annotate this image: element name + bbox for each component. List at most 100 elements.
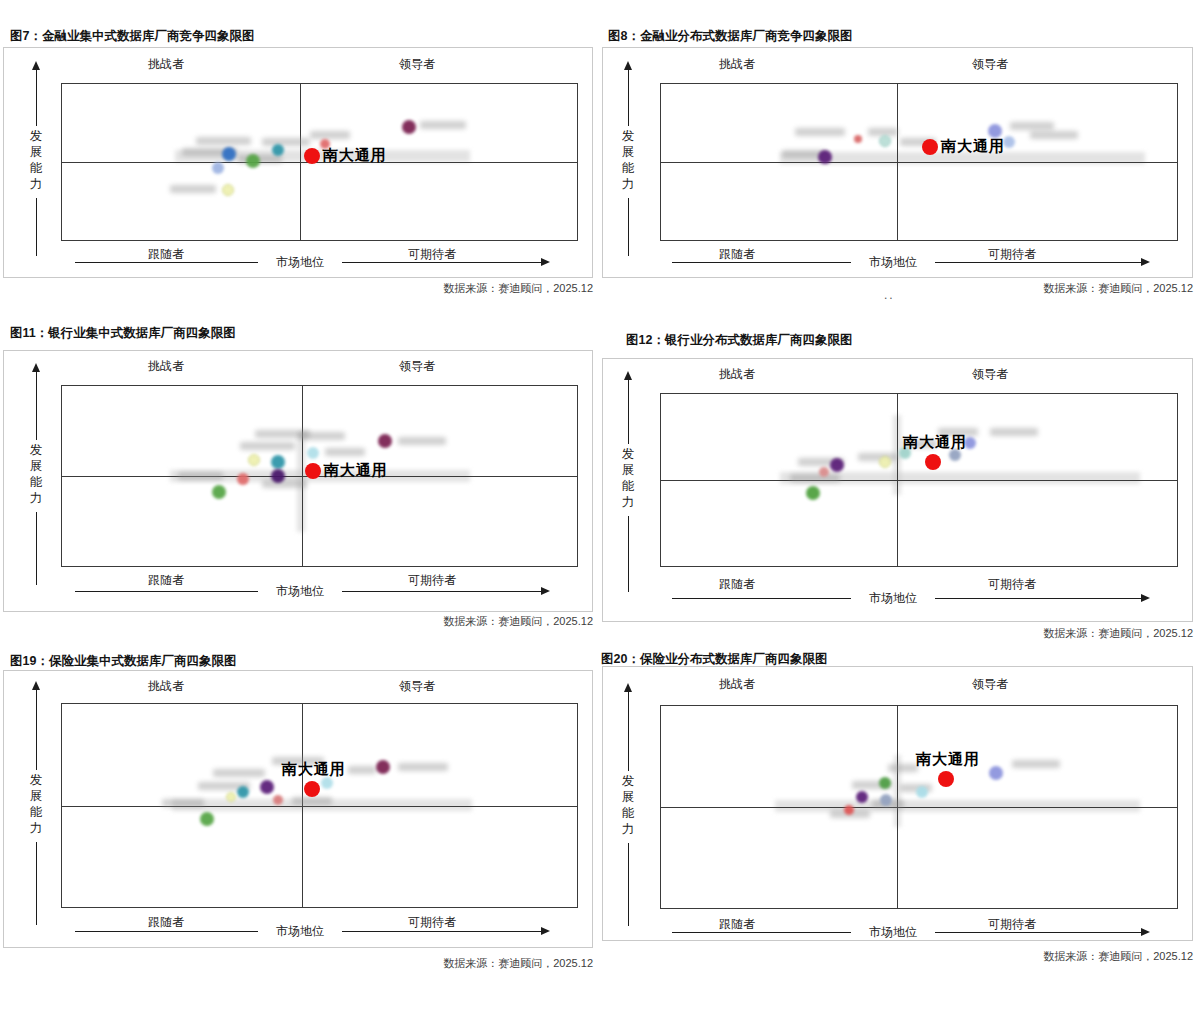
vendor-dot <box>222 184 234 196</box>
x-axis-line <box>75 262 258 263</box>
x-axis-line <box>342 591 541 592</box>
quadrant-label-followers: 跟随者 <box>148 246 184 263</box>
vendor-label-blurred <box>790 474 840 482</box>
quadrant-divider-vertical <box>302 385 303 567</box>
quadrant-label-leaders: 领导者 <box>399 678 435 695</box>
chart-title: 图12：银行业分布式数据库厂商四象限图 <box>626 332 852 349</box>
vendor-label-blurred <box>888 764 918 772</box>
highlight-label: 南大通用 <box>324 461 388 480</box>
vendor-label-blurred <box>240 442 295 450</box>
quadrant-label-challengers: 挑战者 <box>719 56 755 73</box>
highlight-label: 南大通用 <box>916 750 980 769</box>
x-axis-arrow-icon <box>541 927 550 935</box>
y-axis-line <box>36 690 37 770</box>
y-axis-label: 发展能力 <box>28 772 44 836</box>
x-axis-arrow-icon <box>1141 928 1150 936</box>
y-axis-label-char: 发 <box>28 128 44 144</box>
vendor-label-blurred <box>348 766 376 774</box>
vendor-label-blurred <box>196 137 251 145</box>
source-note: 数据来源：赛迪顾问，2025.12 <box>1043 281 1193 296</box>
y-axis-label-char: 力 <box>28 820 44 836</box>
y-axis-line <box>36 70 37 126</box>
y-axis-label-char: 力 <box>620 494 636 510</box>
x-axis-line <box>75 931 258 932</box>
vendor-label-blurred <box>858 453 898 461</box>
quadrant-label-prospects: 可期待者 <box>408 572 456 589</box>
highlight-label: 南大通用 <box>323 146 387 165</box>
vendor-label-blurred <box>292 797 332 805</box>
source-note: 数据来源：赛迪顾问，2025.12 <box>443 956 593 971</box>
vendor-dot <box>260 780 274 794</box>
y-axis-label-char: 发 <box>28 442 44 458</box>
y-axis-label-char: 能 <box>620 160 636 176</box>
vendor-label-blurred <box>262 138 310 146</box>
x-axis-label: 市场地位 <box>276 254 324 271</box>
quadrant-divider-horizontal <box>61 476 578 477</box>
y-axis-label-char: 展 <box>28 788 44 804</box>
vendor-label-blurred <box>310 131 350 139</box>
page-artifact-dots: .. <box>884 288 895 302</box>
y-axis-line <box>628 198 629 256</box>
vendor-dot-highlight <box>304 781 320 797</box>
quadrant-label-followers: 跟随者 <box>719 916 755 933</box>
x-axis-label: 市场地位 <box>276 923 324 940</box>
vendor-label-blurred <box>170 185 216 193</box>
quadrant-label-followers: 跟随者 <box>719 246 755 263</box>
y-axis-label: 发展能力 <box>28 128 44 192</box>
vendor-dot <box>856 791 868 803</box>
quadrant-label-followers: 跟随者 <box>719 576 755 593</box>
vendor-label-blurred <box>1012 760 1060 768</box>
vendor-dot-highlight <box>304 148 320 164</box>
y-axis-label-char: 展 <box>620 144 636 160</box>
vendor-label-blurred <box>1010 122 1054 130</box>
x-axis-arrow-icon <box>1141 594 1150 602</box>
x-axis-line <box>935 262 1141 263</box>
x-axis-label: 市场地位 <box>869 590 917 607</box>
y-axis-line <box>36 198 37 256</box>
vendor-dot <box>402 120 416 134</box>
y-axis-label-char: 发 <box>620 128 636 144</box>
y-axis-label: 发展能力 <box>620 446 636 510</box>
y-axis-label-char: 能 <box>28 474 44 490</box>
highlight-label: 南大通用 <box>903 433 967 452</box>
x-axis-line <box>672 598 851 599</box>
y-axis-arrow-icon <box>624 61 632 70</box>
vendor-dot <box>879 777 891 789</box>
y-axis-label: 发展能力 <box>620 128 636 192</box>
chart-title: 图11：银行业集中式数据库厂商四象限图 <box>10 325 236 342</box>
vendor-dot <box>989 766 1003 780</box>
vendor-label-blurred <box>300 432 345 440</box>
vendor-label-blurred <box>398 437 446 445</box>
quadrant-label-prospects: 可期待者 <box>988 916 1036 933</box>
vendor-label-blurred <box>325 448 365 456</box>
vendor-dot <box>246 154 260 168</box>
vendor-dot <box>916 786 928 798</box>
x-axis-label: 市场地位 <box>869 254 917 271</box>
quadrant-label-challengers: 挑战者 <box>719 676 755 693</box>
y-axis-label-char: 展 <box>620 462 636 478</box>
vendor-label-blurred <box>162 799 204 807</box>
y-axis-label-char: 能 <box>620 478 636 494</box>
x-axis-arrow-icon <box>1141 258 1150 266</box>
quadrant-label-leaders: 领导者 <box>972 676 1008 693</box>
vendor-dot <box>879 135 891 147</box>
y-axis-label-char: 能 <box>620 805 636 821</box>
vendor-label-blurred <box>213 769 265 777</box>
vendor-dot-highlight <box>305 463 321 479</box>
vendor-dot <box>806 486 820 500</box>
source-note: 数据来源：赛迪顾问，2025.12 <box>1043 626 1193 641</box>
quadrant-divider-horizontal <box>660 480 1178 481</box>
vendor-dot-highlight <box>938 771 954 787</box>
vendor-dot <box>879 456 891 468</box>
report-page: 图7：金融业集中式数据库厂商竞争四象限图数据来源：赛迪顾问，2025.12 挑战者… <box>0 0 1200 1013</box>
y-axis-label-char: 展 <box>620 789 636 805</box>
chart-title: 图20：保险业分布式数据库厂商四象限图 <box>601 651 827 668</box>
x-axis-arrow-icon <box>541 258 550 266</box>
x-axis-label: 市场地位 <box>276 583 324 600</box>
y-axis-line <box>36 372 37 440</box>
quadrant-label-challengers: 挑战者 <box>148 678 184 695</box>
vendor-dot <box>237 473 249 485</box>
quadrant-divider-horizontal <box>61 806 578 807</box>
y-axis-line <box>628 516 629 592</box>
chart-title: 图7：金融业集中式数据库厂商竞争四象限图 <box>10 28 254 45</box>
